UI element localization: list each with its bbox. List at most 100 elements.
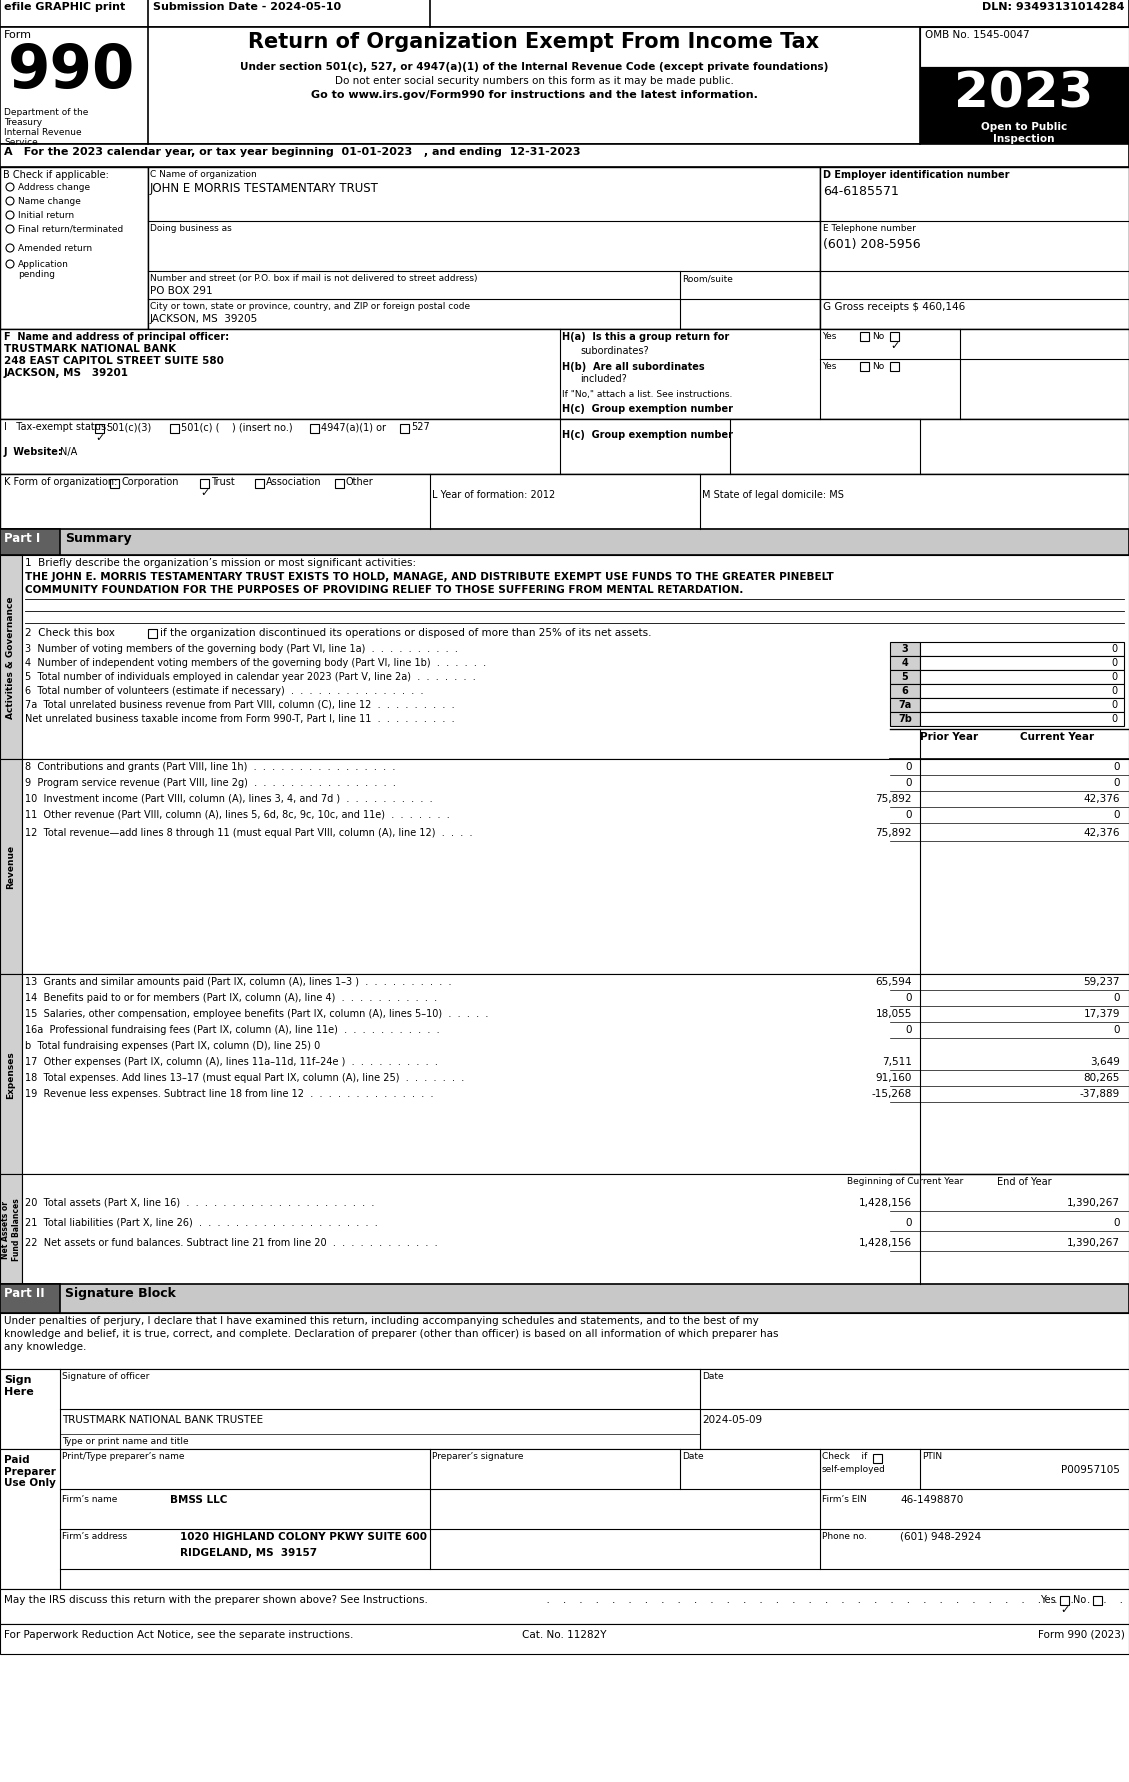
Text: 0: 0 [905,1025,912,1034]
Text: 3: 3 [902,643,909,654]
Text: TRUSTMARK NATIONAL BANK: TRUSTMARK NATIONAL BANK [5,344,176,355]
Text: 22  Net assets or fund balances. Subtract line 21 from line 20  .  .  .  .  .  .: 22 Net assets or fund balances. Subtract… [25,1237,438,1247]
Bar [21,975,1129,1174]
Bar [0,1590,1129,1623]
Bar [21,759,1129,975]
Text: Yes: Yes [822,331,837,340]
Text: 3  Number of voting members of the governing body (Part VI, line 1a)  .  .  .  .: 3 Number of voting members of the govern… [25,643,458,654]
Text: No: No [872,362,884,371]
Text: 18,055: 18,055 [876,1009,912,1019]
Text: 1,390,267: 1,390,267 [1067,1237,1120,1247]
Text: 13  Grants and similar amounts paid (Part IX, column (A), lines 1–3 )  .  .  .  : 13 Grants and similar amounts paid (Part… [25,977,452,987]
Bar [0,29,1129,144]
Text: 7a: 7a [899,700,911,709]
Bar [860,364,869,372]
Text: 7a  Total unrelated business revenue from Part VIII, column (C), line 12  .  .  : 7a Total unrelated business revenue from… [25,700,455,709]
Text: Trust: Trust [211,478,235,486]
Text: Cat. No. 11282Y: Cat. No. 11282Y [522,1629,606,1639]
Bar [873,1454,882,1463]
Bar [148,168,820,330]
Text: Current Year: Current Year [1019,732,1094,741]
Text: 0: 0 [1112,672,1118,683]
Text: 0: 0 [905,809,912,820]
Text: 1020 HIGHLAND COLONY PKWY SUITE 600: 1020 HIGHLAND COLONY PKWY SUITE 600 [180,1531,427,1541]
Text: 59,237: 59,237 [1084,977,1120,987]
Bar [0,168,148,330]
Text: Initial return: Initial return [18,210,75,219]
Bar [0,421,1129,474]
Text: No: No [872,331,884,340]
Text: Revenue: Revenue [7,845,16,889]
Text: Signature of officer: Signature of officer [62,1370,149,1381]
Text: ✓: ✓ [1060,1604,1070,1614]
Bar [890,656,920,670]
Text: 3,649: 3,649 [1091,1057,1120,1066]
Text: Date: Date [702,1370,724,1381]
Text: 15  Salaries, other compensation, employee benefits (Part IX, column (A), lines : 15 Salaries, other compensation, employe… [25,1009,489,1019]
Text: May the IRS discuss this return with the preparer shown above? See Instructions.: May the IRS discuss this return with the… [5,1595,428,1604]
Text: Form 990 (2023): Form 990 (2023) [1039,1629,1124,1639]
Text: No: No [1073,1595,1086,1604]
Bar [920,684,1124,699]
Text: 0: 0 [1112,686,1118,695]
Text: Address change: Address change [18,184,90,192]
Text: 1,390,267: 1,390,267 [1067,1198,1120,1208]
Text: Number and street (or P.O. box if mail is not delivered to street address): Number and street (or P.O. box if mail i… [150,274,478,283]
Text: 7,511: 7,511 [882,1057,912,1066]
Text: 4: 4 [902,658,909,668]
Text: D Employer identification number: D Employer identification number [823,169,1009,180]
Bar [920,670,1124,684]
Text: Corporation: Corporation [121,478,178,486]
Text: Open to Public
Inspection: Open to Public Inspection [981,121,1067,144]
Text: 5  Total number of individuals employed in calendar year 2023 (Part V, line 2a) : 5 Total number of individuals employed i… [25,672,475,683]
Bar [890,333,899,342]
Text: 6  Total number of volunteers (estimate if necessary)  .  .  .  .  .  .  .  .  .: 6 Total number of volunteers (estimate i… [25,686,423,695]
Text: Internal Revenue: Internal Revenue [5,128,81,137]
Text: 0: 0 [1112,713,1118,723]
Text: H(c)  Group exemption number: H(c) Group exemption number [562,429,733,440]
Text: City or town, state or province, country, and ZIP or foreign postal code: City or town, state or province, country… [150,301,470,310]
Text: 17  Other expenses (Part IX, column (A), lines 11a–11d, 11f–24e )  .  .  .  .  .: 17 Other expenses (Part IX, column (A), … [25,1057,438,1066]
Text: 2  Check this box: 2 Check this box [25,627,115,638]
Text: Other: Other [345,478,374,486]
Text: Association: Association [266,478,322,486]
Text: 0: 0 [905,1217,912,1228]
Text: H(a)  Is this a group return for: H(a) Is this a group return for [562,331,729,342]
Bar [0,529,60,556]
Bar [820,168,1129,330]
Bar [890,684,920,699]
Text: 7b: 7b [898,713,912,723]
Bar [1060,1597,1069,1606]
Bar [920,68,1129,119]
Text: Firm’s address: Firm’s address [62,1531,128,1540]
Text: 6: 6 [902,686,909,695]
Bar [335,479,344,488]
Text: Type or print name and title: Type or print name and title [62,1436,189,1445]
Bar [0,1285,60,1313]
Text: 0: 0 [905,993,912,1003]
Bar [890,643,920,656]
Text: -37,889: -37,889 [1079,1089,1120,1098]
Text: 5: 5 [902,672,909,683]
Bar [200,479,209,488]
Text: 2023: 2023 [954,69,1094,118]
Text: -15,268: -15,268 [872,1089,912,1098]
Bar [890,713,920,727]
Text: A For the 2023 calendar year, or tax year beginning  01-01-2023   , and ending  : A For the 2023 calendar year, or tax yea… [5,146,580,157]
Bar [21,1174,1129,1285]
Text: If "No," attach a list. See instructions.: If "No," attach a list. See instructions… [562,390,733,399]
Text: Service: Service [5,137,37,146]
Bar [920,699,1124,713]
Bar [0,144,1129,168]
Text: 4  Number of independent voting members of the governing body (Part VI, line 1b): 4 Number of independent voting members o… [25,658,487,668]
Bar [1093,1597,1102,1606]
Text: 0: 0 [1113,1217,1120,1228]
Text: 248 EAST CAPITOL STREET SUITE 580: 248 EAST CAPITOL STREET SUITE 580 [5,356,224,365]
Text: 64-6185571: 64-6185571 [823,185,899,198]
Text: 18  Total expenses. Add lines 13–17 (must equal Part IX, column (A), line 25)  .: 18 Total expenses. Add lines 13–17 (must… [25,1073,464,1082]
Text: Firm’s name: Firm’s name [62,1493,117,1504]
Text: 1  Briefly describe the organization’s mission or most significant activities:: 1 Briefly describe the organization’s mi… [25,558,417,568]
Bar [0,1623,1129,1654]
Text: Form: Form [5,30,32,39]
Bar [21,556,1129,759]
